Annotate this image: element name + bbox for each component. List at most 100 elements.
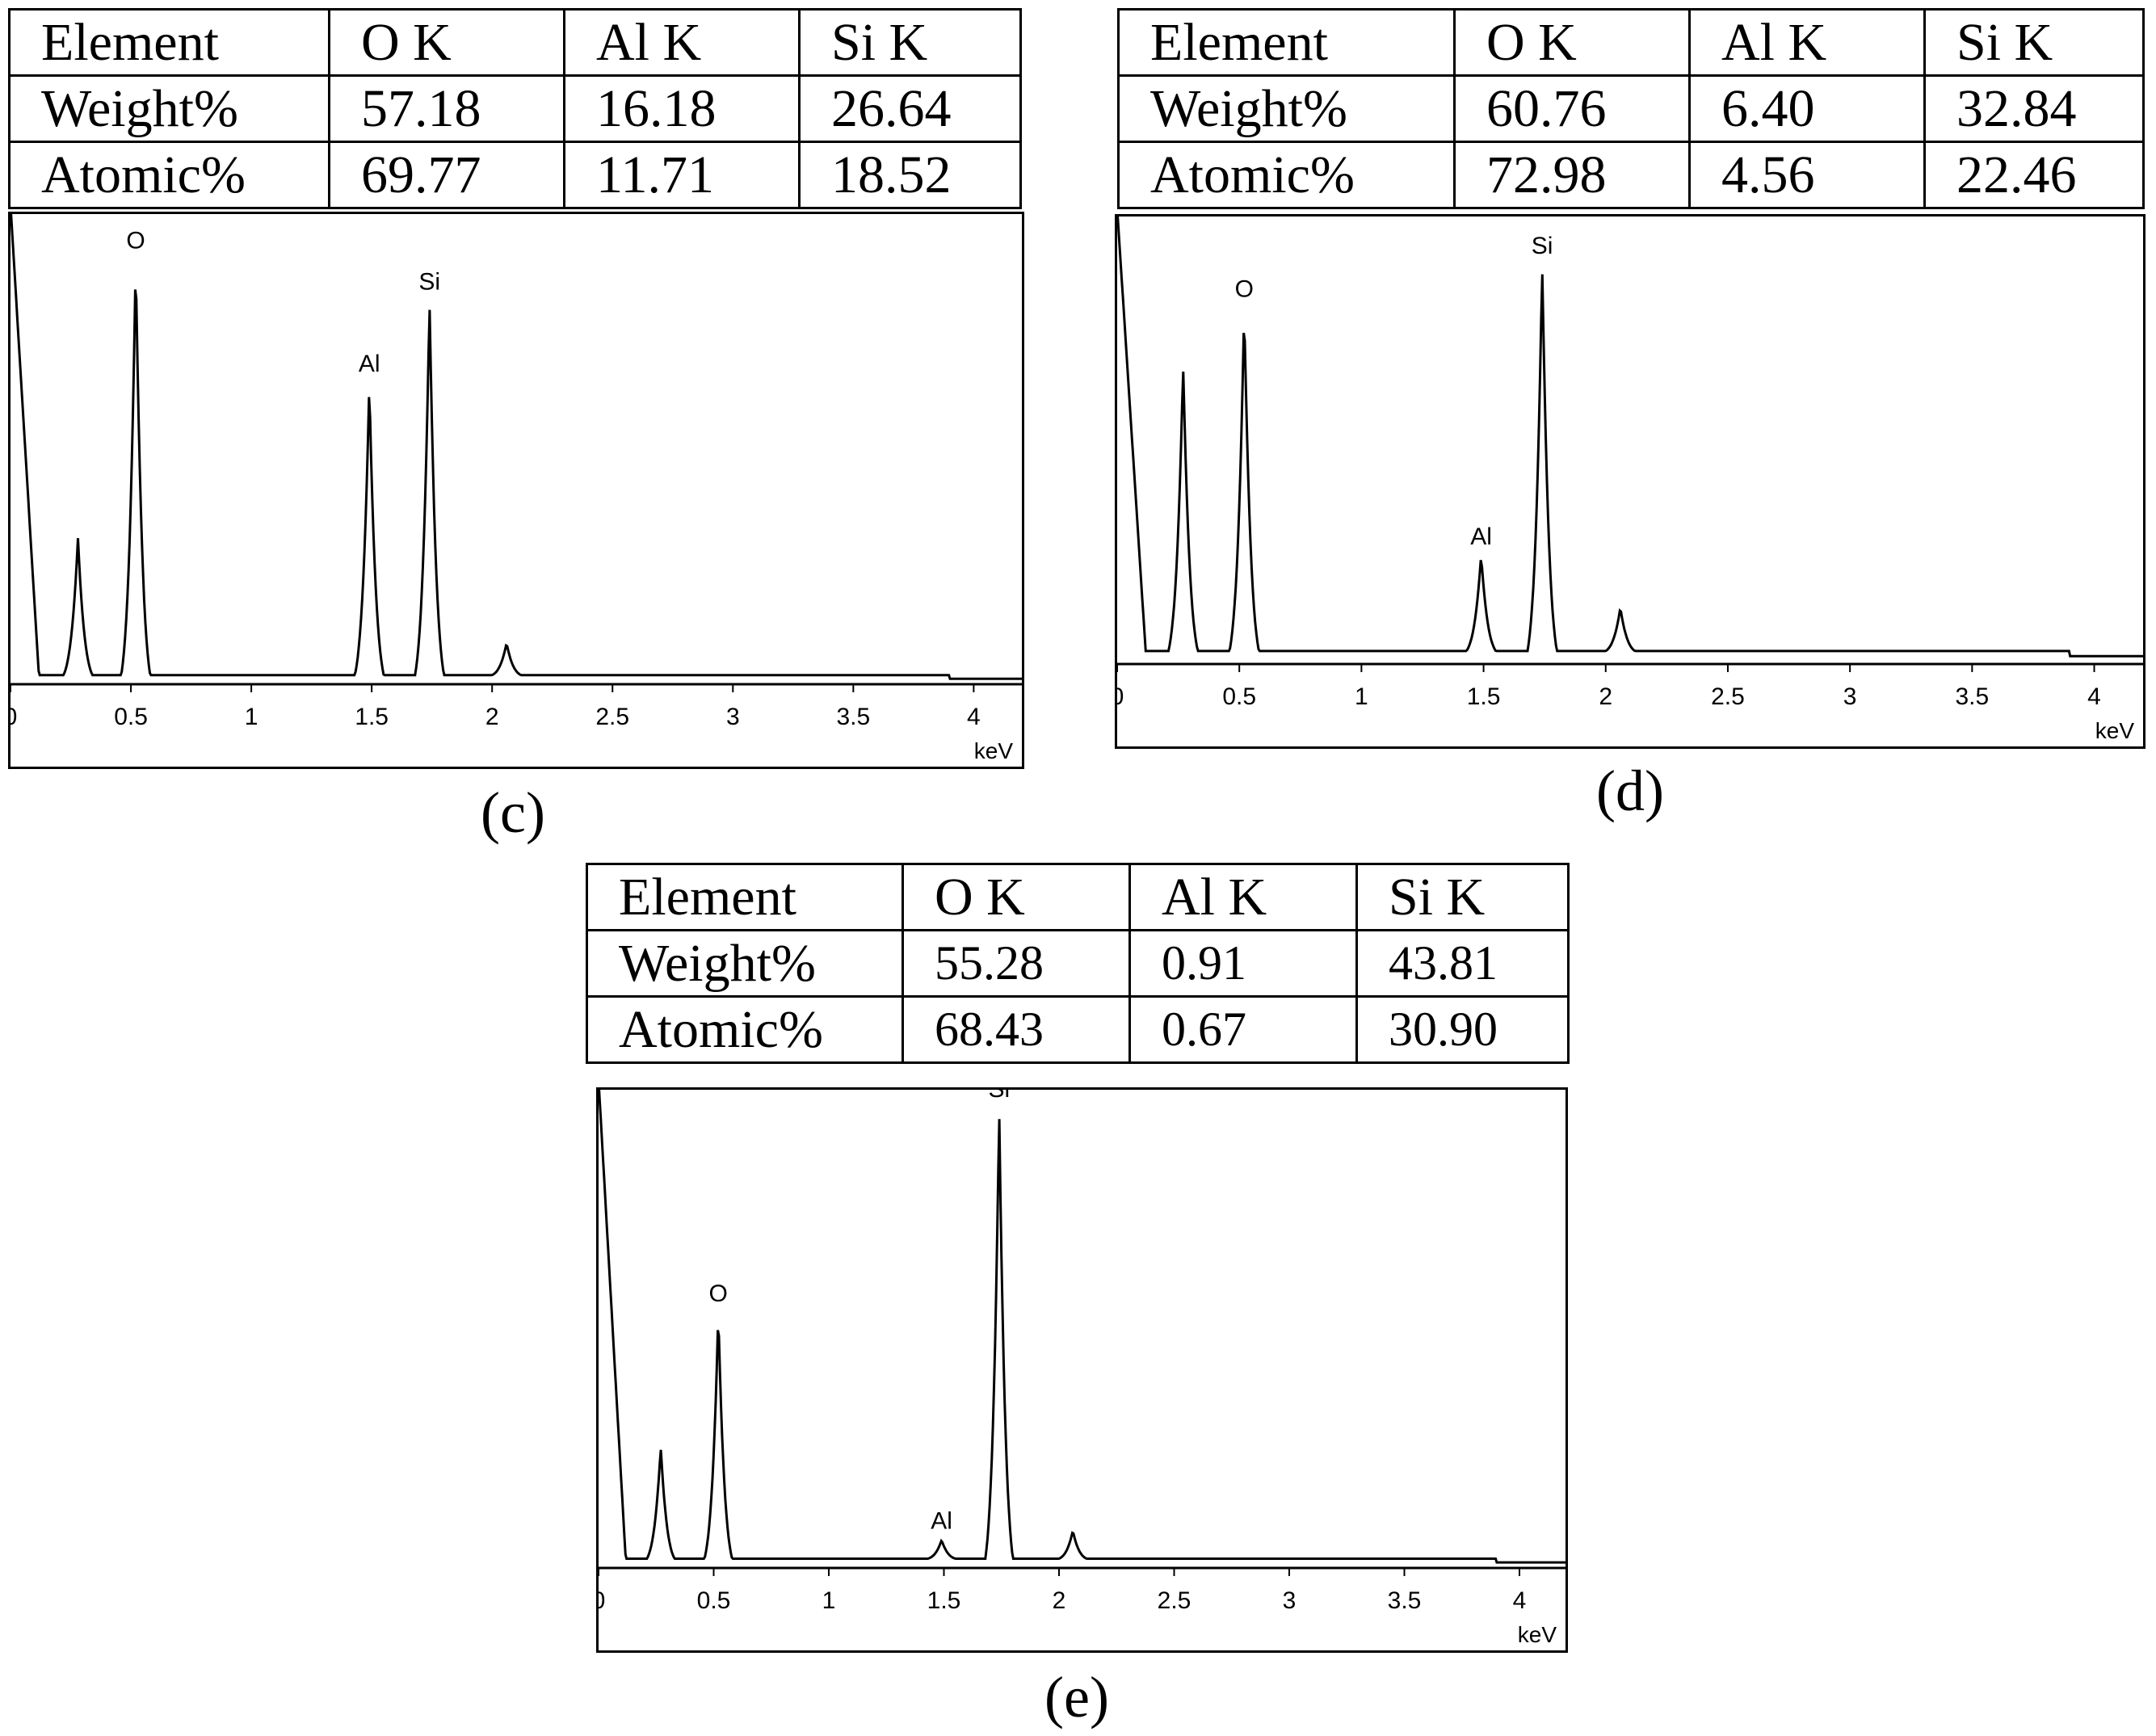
table-cell: 57.18	[328, 74, 565, 143]
table-header-cell: Element	[586, 863, 904, 931]
composition-table: Element O K Al K Si K Weight% 60.76 6.40…	[1117, 8, 2145, 209]
table-header-cell: Si K	[1923, 8, 2145, 77]
x-tick-label: 2	[485, 704, 499, 730]
table-cell: 43.81	[1355, 929, 1570, 998]
peak-label: Si	[418, 268, 440, 295]
table-header-cell: Element	[1117, 8, 1456, 77]
panel-caption: (e)	[1044, 1665, 1109, 1730]
table-header-cell: Al K	[1688, 8, 1926, 77]
table-header-row: Element O K Al K Si K	[8, 8, 1022, 77]
row-label: Atomic%	[586, 995, 904, 1064]
peak-label: Si	[1532, 233, 1553, 259]
panel-caption: (c)	[481, 780, 545, 845]
table-cell: 4.56	[1688, 141, 1926, 209]
x-tick-label: 0.5	[697, 1587, 731, 1614]
peak-label: O	[1235, 276, 1254, 303]
row-label: Atomic%	[8, 141, 330, 209]
table-header-cell: Si K	[1355, 863, 1570, 931]
x-tick-label: 1.5	[355, 704, 389, 730]
panel-caption: (d)	[1596, 759, 1664, 823]
peak-label: Al	[1470, 523, 1492, 550]
table-header-cell: Al K	[1128, 863, 1358, 931]
table-cell: 72.98	[1453, 141, 1691, 209]
table-row: Weight% 57.18 16.18 26.64	[8, 74, 1022, 143]
table-cell: 22.46	[1923, 141, 2145, 209]
table-cell: 18.52	[798, 141, 1022, 209]
x-axis-label: keV	[974, 738, 1014, 763]
table-cell: 11.71	[563, 141, 801, 209]
x-tick-label: 0	[1115, 683, 1124, 710]
table-row: Atomic% 69.77 11.71 18.52	[8, 141, 1022, 209]
x-tick-label: 0.5	[114, 704, 148, 730]
x-tick-label: 1.5	[1467, 683, 1501, 710]
table-row: Weight% 55.28 0.91 43.81	[586, 929, 1570, 998]
table-cell: 16.18	[563, 74, 801, 143]
table-header-cell: O K	[328, 8, 565, 77]
table-header-cell: Al K	[563, 8, 801, 77]
x-tick-label: 2	[1599, 683, 1612, 710]
eds-spectrum: O Al Si 0 0.5 1 1.5 2 2.5 3 3.5 4 keV	[1115, 214, 2145, 749]
peak-label: O	[709, 1280, 728, 1307]
table-header-cell: O K	[901, 863, 1131, 931]
table-cell: 68.43	[901, 995, 1131, 1064]
table-cell: 69.77	[328, 141, 565, 209]
spectrum-trace	[1116, 214, 2143, 658]
spectrum-plot: O Al Si 0 0.5 1 1.5 2 2.5 3 3.5 4 keV	[1115, 214, 2145, 749]
x-tick-label: 3	[726, 704, 740, 730]
peak-label: Al	[359, 351, 380, 377]
row-label: Weight%	[586, 929, 904, 998]
x-tick-label: 3	[1283, 1587, 1297, 1614]
x-tick-label: 0.5	[1222, 683, 1256, 710]
x-tick-label: 1	[245, 704, 258, 730]
x-axis-label: keV	[1518, 1622, 1557, 1647]
x-tick-label: 3	[1843, 683, 1857, 710]
table-row: Atomic% 72.98 4.56 22.46	[1117, 141, 2145, 209]
table-header-row: Element O K Al K Si K	[586, 863, 1570, 931]
table-cell: 32.84	[1923, 74, 2145, 143]
table-cell: 6.40	[1688, 74, 1926, 143]
table-cell: 0.67	[1128, 995, 1358, 1064]
spectrum-trace	[10, 212, 1022, 680]
x-tick-label: 4	[2087, 683, 2101, 710]
table-header-row: Element O K Al K Si K	[1117, 8, 2145, 77]
eds-spectrum: O Al Si 0 0.5 1 1.5 2 2.5 3 3.5 4 keV	[596, 1087, 1568, 1653]
table-header-cell: O K	[1453, 8, 1691, 77]
peak-label: Al	[931, 1508, 952, 1535]
table-row: Weight% 60.76 6.40 32.84	[1117, 74, 2145, 143]
table-cell: 0.91	[1128, 929, 1358, 998]
x-tick-label: 2.5	[1711, 683, 1745, 710]
x-tick-label: 3.5	[836, 704, 870, 730]
plot-frame	[1115, 214, 2145, 749]
x-tick-label: 1	[822, 1587, 836, 1614]
composition-table: Element O K Al K Si K Weight% 57.18 16.1…	[8, 8, 1022, 209]
table-cell: 60.76	[1453, 74, 1691, 143]
table-header-cell: Si K	[798, 8, 1022, 77]
table-cell: 30.90	[1355, 995, 1570, 1064]
x-tick-label: 0	[596, 1587, 605, 1614]
x-tick-label: 3.5	[1388, 1587, 1422, 1614]
x-tick-label: 1.5	[927, 1587, 961, 1614]
peak-label: O	[126, 228, 145, 254]
x-tick-label: 2.5	[595, 704, 629, 730]
table-cell: 55.28	[901, 929, 1131, 998]
table-cell: 26.64	[798, 74, 1022, 143]
x-tick-label: 3.5	[1955, 683, 1989, 710]
x-tick-label: 4	[967, 704, 981, 730]
table-header-cell: Element	[8, 8, 330, 77]
table-row: Atomic% 68.43 0.67 30.90	[586, 995, 1570, 1064]
x-tick-label: 0	[8, 704, 17, 730]
row-label: Weight%	[8, 74, 330, 143]
x-tick-label: 4	[1513, 1587, 1527, 1614]
x-tick-label: 2.5	[1158, 1587, 1191, 1614]
spectrum-trace	[597, 1087, 1566, 1564]
spectrum-plot: O Al Si 0 0.5 1 1.5 2 2.5 3 3.5 4 keV	[8, 212, 1024, 769]
peak-label: Si	[989, 1087, 1011, 1103]
row-label: Weight%	[1117, 74, 1456, 143]
eds-spectrum: O Al Si 0 0.5 1 1.5 2 2.5 3 3.5 4 keV	[8, 212, 1024, 769]
row-label: Atomic%	[1117, 141, 1456, 209]
x-tick-label: 2	[1053, 1587, 1066, 1614]
x-axis-label: keV	[2095, 718, 2135, 743]
x-tick-label: 1	[1355, 683, 1368, 710]
composition-table: Element O K Al K Si K Weight% 55.28 0.91…	[586, 863, 1570, 1064]
spectrum-plot: O Al Si 0 0.5 1 1.5 2 2.5 3 3.5 4 keV	[596, 1087, 1568, 1653]
